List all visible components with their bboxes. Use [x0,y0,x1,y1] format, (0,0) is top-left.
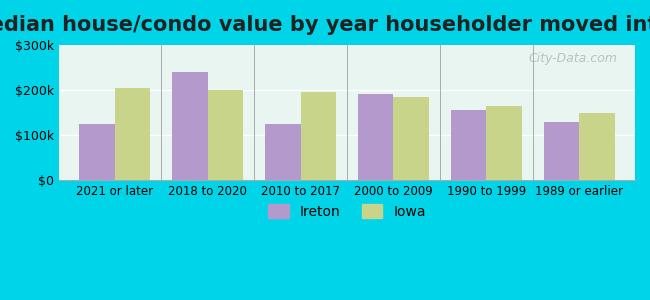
Legend: Ireton, Iowa: Ireton, Iowa [263,199,432,225]
Bar [115,88,150,180]
Bar [300,92,336,180]
Bar [207,90,243,180]
Bar [172,72,207,180]
Bar [579,112,614,180]
Bar [79,124,115,180]
Bar [486,106,522,180]
Bar [544,122,579,180]
Bar [451,110,486,180]
Bar [393,97,429,180]
Text: City-Data.com: City-Data.com [529,52,617,65]
Title: Median house/condo value by year householder moved into unit: Median house/condo value by year househo… [0,15,650,35]
Bar [358,94,393,180]
Bar [265,124,300,180]
